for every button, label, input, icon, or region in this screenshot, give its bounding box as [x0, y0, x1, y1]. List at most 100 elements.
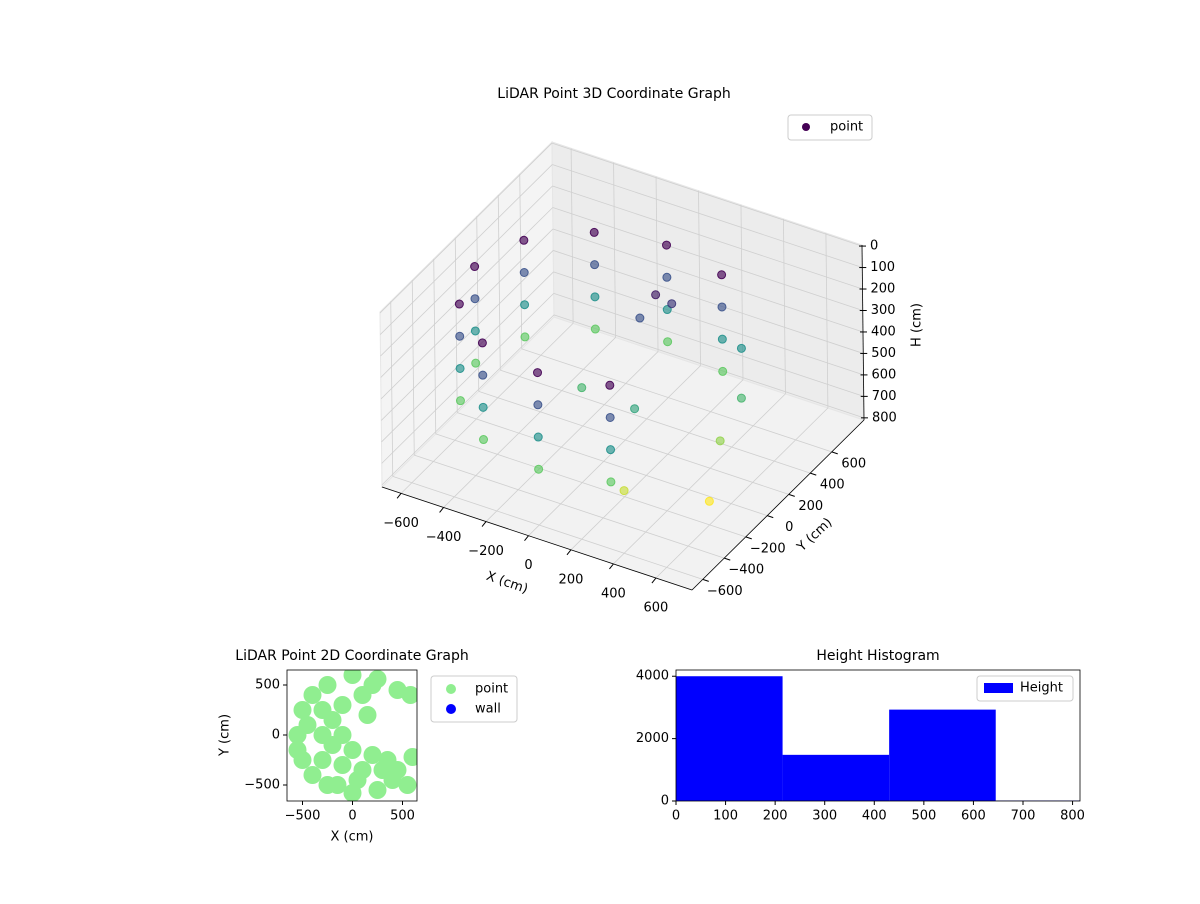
point — [606, 413, 614, 421]
point — [399, 776, 417, 794]
point — [534, 401, 542, 409]
point — [620, 487, 628, 495]
point — [663, 273, 671, 281]
point — [521, 333, 529, 341]
y-tick-label: 0 — [661, 794, 669, 809]
point — [471, 327, 479, 335]
y-tick-label: 4000 — [636, 669, 669, 684]
point — [456, 332, 464, 340]
chart-title: LiDAR Point 3D Coordinate Graph — [497, 86, 730, 102]
point — [590, 228, 598, 236]
point — [716, 437, 724, 445]
point — [479, 371, 487, 379]
bar — [676, 676, 783, 801]
x-tick-label: 100 — [713, 809, 738, 824]
z-tick-label: 400 — [871, 324, 896, 339]
z-axis-label: H (cm) — [910, 303, 925, 347]
point — [520, 236, 528, 244]
z-tick-label: 700 — [872, 389, 897, 404]
point — [299, 716, 317, 734]
point — [737, 394, 745, 402]
point — [329, 776, 347, 794]
point — [737, 344, 745, 352]
x-tick-label: 600 — [643, 601, 668, 616]
point — [304, 686, 322, 704]
z-tick-label: 500 — [871, 346, 896, 361]
x-axis-label: X (cm) — [331, 830, 374, 845]
point — [591, 293, 599, 301]
legend-label: point — [475, 682, 508, 697]
y-tick-label: −400 — [728, 563, 764, 578]
x-tick-label: 500 — [390, 809, 415, 824]
point — [289, 741, 307, 759]
point — [607, 478, 615, 486]
point — [631, 405, 639, 413]
point — [718, 271, 726, 279]
point — [591, 325, 599, 333]
z-tick-label: 100 — [870, 260, 895, 275]
point — [456, 364, 464, 372]
point — [359, 706, 377, 724]
point — [349, 771, 367, 789]
x-tick-label: 0 — [348, 809, 356, 824]
legend-marker — [802, 123, 810, 131]
x-tick-label: 400 — [862, 809, 887, 824]
legend-label: wall — [475, 702, 501, 717]
y-tick-label: 2000 — [636, 731, 669, 746]
point — [718, 303, 726, 311]
point — [520, 268, 528, 276]
legend-patch — [984, 683, 1013, 693]
point — [304, 766, 322, 784]
x-tick-label: 200 — [763, 809, 788, 824]
y-axis-label: Y (cm) — [218, 714, 233, 757]
x-tick-label: −600 — [383, 516, 419, 531]
z-tick-label: 300 — [871, 303, 896, 318]
y-tick-label: 400 — [820, 478, 845, 493]
x-tick-label: −500 — [285, 809, 321, 824]
x-tick-label: 0 — [524, 558, 532, 573]
point — [334, 756, 352, 774]
legend: point — [788, 115, 872, 140]
y-tick-label: 0 — [785, 520, 793, 535]
point — [652, 291, 660, 299]
y-tick-label: −600 — [707, 584, 743, 599]
point — [324, 711, 342, 729]
z-tick-label: 600 — [871, 367, 896, 382]
point — [314, 751, 332, 769]
x-tick-label: 700 — [1011, 809, 1036, 824]
point — [668, 300, 676, 308]
bar — [783, 755, 890, 801]
legend-marker — [446, 704, 456, 714]
point — [389, 761, 407, 779]
point — [534, 433, 542, 441]
legend-label: Height — [1020, 681, 1063, 696]
point — [719, 367, 727, 375]
bar — [889, 710, 996, 801]
z-tick-label: 0 — [870, 239, 878, 254]
point — [718, 335, 726, 343]
point — [591, 261, 599, 269]
point — [535, 465, 543, 473]
x-tick-label: 200 — [559, 572, 584, 587]
chart-title: Height Histogram — [816, 648, 939, 664]
x-tick-label: −400 — [426, 530, 462, 545]
point — [344, 741, 362, 759]
x-tick-label: 800 — [1060, 809, 1085, 824]
point — [521, 301, 529, 309]
legend-marker — [446, 684, 456, 694]
y-tick-label: −500 — [244, 778, 280, 793]
point — [334, 696, 352, 714]
point — [664, 338, 672, 346]
x-tick-label: 300 — [812, 809, 837, 824]
y-tick-label: 500 — [255, 678, 280, 693]
point — [456, 397, 464, 405]
y-tick-label: −200 — [750, 541, 786, 556]
point — [534, 369, 542, 377]
point — [607, 446, 615, 454]
chart-title: LiDAR Point 2D Coordinate Graph — [235, 648, 468, 664]
x-tick-label: 0 — [672, 809, 680, 824]
point — [369, 781, 387, 799]
point — [319, 676, 337, 694]
x-tick-label: 400 — [601, 586, 626, 601]
